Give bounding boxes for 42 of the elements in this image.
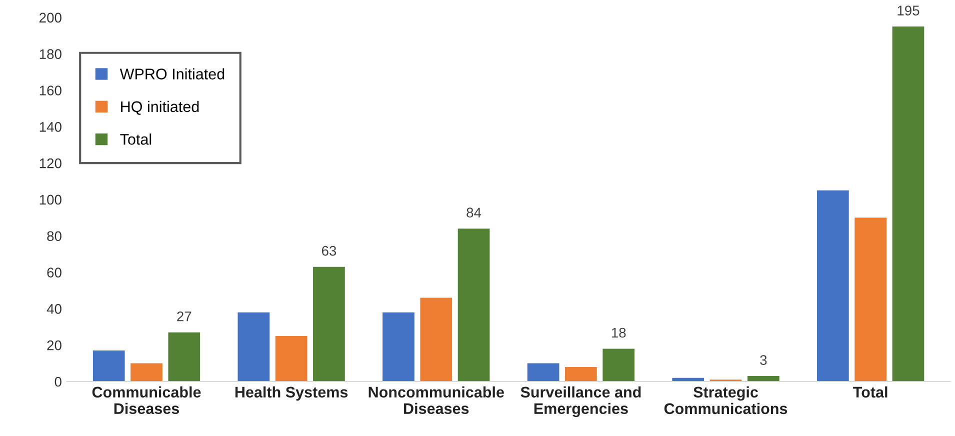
legend-label: WPRO Initiated	[120, 68, 224, 80]
bar	[816, 190, 849, 382]
data-label: 27	[177, 311, 192, 322]
y-tick-label: 160	[40, 86, 62, 96]
bar	[602, 348, 635, 382]
data-label: 3	[760, 355, 767, 365]
data-label: 195	[898, 6, 920, 16]
y-tick-label: 60	[47, 268, 62, 278]
y-tick-label: 140	[40, 122, 62, 132]
x-tick-label: Noncommunicable Diseases	[368, 386, 504, 414]
bar	[565, 366, 597, 382]
bar	[854, 218, 887, 382]
y-tick-label: 0	[54, 376, 62, 387]
x-tick-label: Surveillance and Emergencies	[520, 386, 641, 418]
legend-label: Total	[120, 134, 152, 145]
bar	[92, 350, 125, 382]
y-tick-label: 120	[40, 158, 62, 168]
y-tick-label: 80	[47, 231, 62, 242]
x-tick-label: Communicable Diseases	[92, 386, 201, 414]
bar	[892, 26, 924, 382]
bar	[382, 312, 414, 382]
y-tick-label: 200	[40, 12, 62, 23]
y-tick-label: 100	[40, 194, 62, 205]
bar	[130, 363, 162, 382]
y-tick-label: 20	[47, 340, 62, 350]
bar	[313, 266, 345, 382]
legend-label: HQ initiated	[121, 100, 199, 115]
x-tick-label: Strategic Communications	[664, 386, 788, 414]
x-tick-label: Health Systems	[235, 386, 348, 401]
bar	[458, 228, 490, 382]
bar	[275, 336, 308, 382]
bar	[168, 332, 200, 382]
bar	[747, 376, 780, 382]
x-tick-label: Total	[853, 386, 888, 398]
y-tick-label: 180	[40, 49, 62, 60]
data-label: 18	[612, 328, 626, 338]
data-label: 63	[322, 246, 336, 256]
bar	[527, 363, 560, 382]
y-tick-label: 40	[46, 304, 62, 314]
data-label: 84	[466, 208, 482, 218]
bar	[420, 298, 452, 382]
bar	[238, 312, 270, 382]
